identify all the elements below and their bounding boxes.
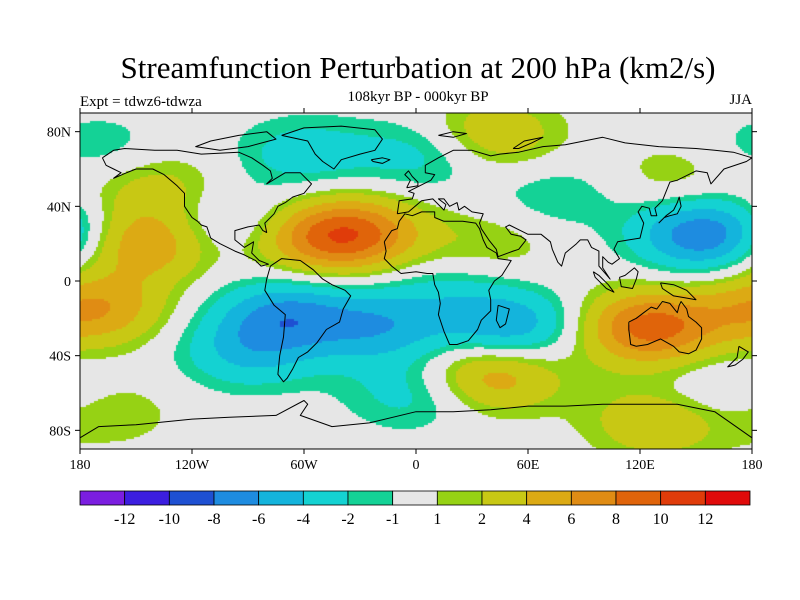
coastline-antarctica [79,400,753,439]
colorbar-box [79,490,126,506]
coastline-north-america [101,148,312,267]
colorbar-box [481,490,528,506]
lat-tick-label: 80S [49,424,71,439]
colorbar-label: -12 [114,511,135,528]
colorbar-label: -8 [207,511,220,528]
colorbar-box [660,490,706,506]
lon-tick-label: 60W [290,458,318,473]
lon-tick-label: 180 [70,458,91,473]
lat-tick-label: 40S [49,350,71,365]
colorbar-label: 2 [478,511,486,528]
colorbar-box [570,490,617,506]
colorbar-box [526,490,572,506]
lon-tick-label: 120W [175,458,210,473]
field-raster [80,113,752,449]
coastline-sumatra [592,271,615,293]
coastline-svalbard [438,131,467,138]
coastline-britain [404,170,419,189]
colorbar-box [436,490,483,506]
colorbar-box [615,490,662,506]
coastlines [79,125,753,439]
colorbar-box [213,490,260,506]
colorbar-box [168,490,215,506]
lat-tick-label: 0 [64,275,71,290]
coastline-new-guinea [660,282,697,301]
lon-tick-label: 120E [625,458,655,473]
axis-ticks: 180 120W 60W 0 60E 120E 180 80N 40N 0 40S 80S [47,108,763,473]
colorbar-label: -10 [159,511,180,528]
colorbar-box [124,490,170,506]
coastline-south-america [264,258,352,383]
lon-tick-label: 180 [742,458,763,473]
coastline-africa [383,211,512,345]
colorbar-box [302,490,349,506]
colorbar-label: 10 [653,511,669,528]
chart-subtitle: 108kyr BP - 000kyr BP [347,89,489,105]
colorbar-box [392,490,438,506]
colorbar-label: 12 [697,511,713,528]
coastline-borneo [619,267,639,289]
lon-tick-label: 0 [413,458,420,473]
coastline-new-zealand [727,345,749,368]
coastline-greenland [281,125,383,170]
colorbar-label: -4 [297,511,310,528]
colorbar-label: 6 [567,511,575,528]
experiment-label: Expt = tdwz6-tdwza [80,94,202,110]
coastline-eurasia [396,136,753,280]
season-label: JJA [729,92,752,108]
coastline-iceland [370,157,391,164]
colorbar-label: -6 [252,511,265,528]
colorbar-label: -1 [386,511,399,528]
colorbar-label: 4 [523,511,531,528]
lon-tick-label: 60E [517,458,540,473]
lat-tick-label: 80N [47,126,71,141]
coastline-australia [628,301,703,355]
coastline-novaya-zemlya [512,136,544,149]
chart-title: Streamfunction Perturbation at 200 hPa (… [120,50,716,85]
colorbar-box [347,490,394,506]
colorbar-box [258,490,304,506]
colorbar-label: 1 [433,511,441,528]
colorbar-label: 8 [612,511,620,528]
colorbar-label: -2 [341,511,354,528]
colorbar-box [704,490,751,506]
lat-tick-label: 40N [47,200,71,215]
coastline-japan [658,196,682,224]
coastline-arctic-islands [195,131,277,151]
coastline-madagascar [495,304,510,329]
